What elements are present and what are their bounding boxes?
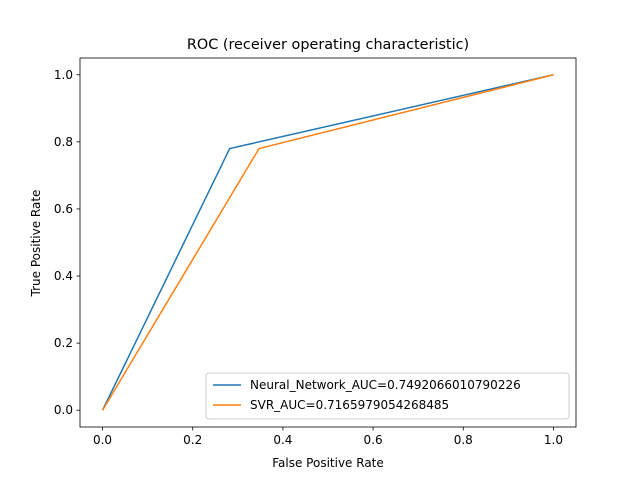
x-tick-label: 0.8 (454, 433, 473, 447)
x-tick-label: 1.0 (544, 433, 563, 447)
y-tick-label: 0.0 (54, 403, 73, 417)
y-axis-label: True Positive Rate (29, 190, 43, 298)
y-tick-label: 0.4 (54, 269, 73, 283)
legend-label-0: Neural_Network_AUC=0.7492066010790226 (250, 378, 521, 392)
x-tick-label: 0.2 (183, 433, 202, 447)
series-line-0 (101, 74, 554, 411)
x-tick-label: 0.4 (273, 433, 292, 447)
y-tick-label: 0.6 (54, 202, 73, 216)
x-tick-label: 0.6 (364, 433, 383, 447)
legend: Neural_Network_AUC=0.7492066010790226 SVR… (205, 372, 570, 420)
y-tick-label: 0.2 (54, 336, 73, 350)
legend-label-1: SVR_AUC=0.7165979054268485 (250, 398, 449, 412)
x-tick-label: 0.0 (93, 433, 112, 447)
y-tick-label: 1.0 (54, 68, 73, 82)
legend-box (205, 372, 570, 420)
series-line-1 (101, 74, 554, 411)
plot-area: 0.0 0.2 0.4 0.6 0.8 1.0 0.0 0.2 0.4 0.6 0.8 1.0 Neur… (54, 57, 577, 447)
chart-title: ROC (receiver operating characteristic) (187, 37, 469, 53)
y-tick-label: 0.8 (54, 135, 73, 149)
x-axis-label: False Positive Rate (272, 456, 384, 470)
axes-frame (79, 57, 577, 428)
